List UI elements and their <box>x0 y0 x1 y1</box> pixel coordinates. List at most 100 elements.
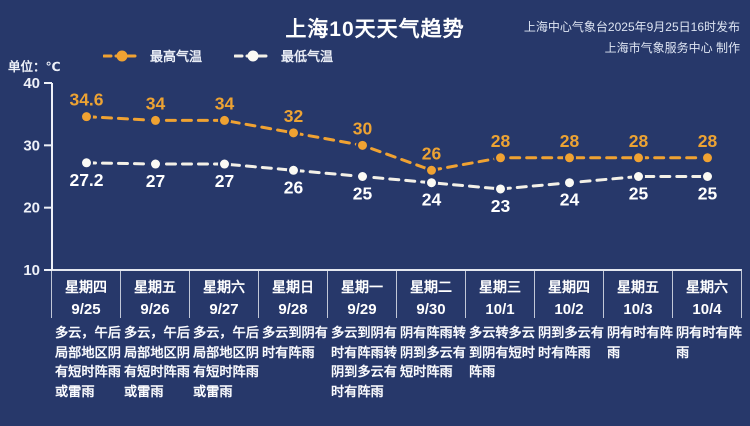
forecast-text: 阴到多云有时有阵雨 <box>538 325 604 360</box>
day-header-row: 星期四 9/25 星期五 9/26 星期六 9/27 星期日 9/28 星期一 9/29 星期二 9/… <box>51 269 742 318</box>
forecast-cell: 多云到阴有时有阵雨 <box>259 323 328 402</box>
weekday-label: 星期一 <box>341 279 383 295</box>
day-cell: 星期五 10/3 <box>604 271 673 318</box>
forecast-text: 阴有阵雨转阴到多云有短时阵雨 <box>400 325 466 380</box>
forecast-cell: 多云，午后局部地区阴有短时阵雨或雷雨 <box>121 323 190 402</box>
forecast-text: 多云，午后局部地区阴有短时阵雨或雷雨 <box>193 325 259 400</box>
low-temp-value: 25 <box>353 184 373 204</box>
date-label: 10/2 <box>554 301 584 318</box>
weekday-label: 星期六 <box>686 279 728 295</box>
day-cell: 星期一 9/29 <box>328 271 397 318</box>
low-temp-value: 27.2 <box>69 170 103 190</box>
date-label: 10/4 <box>692 301 722 318</box>
high-temp-value: 34.6 <box>69 90 103 110</box>
y-tick-label: 30 <box>23 137 40 154</box>
day-cell: 星期六 10/4 <box>673 271 741 318</box>
date-label: 9/26 <box>140 301 170 318</box>
page-title: 上海10天天气趋势 <box>285 18 465 41</box>
date-label: 10/1 <box>485 301 515 318</box>
source-info: 上海中心气象台2025年9月25日16时发布 上海市气象服务中心 制作 <box>524 17 740 59</box>
low-temp-value: 26 <box>284 177 304 197</box>
date-label: 9/29 <box>347 301 377 318</box>
low-temp-point <box>356 170 369 183</box>
day-cell: 星期六 9/27 <box>190 271 259 318</box>
day-cell: 星期四 10/2 <box>535 271 604 318</box>
high-temp-point <box>494 151 507 165</box>
high-temp-value: 34 <box>215 93 235 113</box>
day-cell: 星期四 9/25 <box>52 271 121 318</box>
forecast-cell: 多云转多云到阴有短时阵雨 <box>466 323 535 402</box>
low-temp-value: 25 <box>698 184 718 204</box>
high-temp-point <box>356 138 369 152</box>
high-temp-value: 28 <box>629 131 649 151</box>
low-temp-value: 24 <box>560 190 580 210</box>
weekday-label: 星期四 <box>65 279 107 295</box>
high-temp-value: 30 <box>353 118 373 138</box>
legend-high-label: 最高气温 <box>150 49 203 64</box>
date-label: 9/25 <box>71 301 101 318</box>
high-temp-point <box>218 113 231 127</box>
high-temp-point <box>149 113 162 127</box>
low-temp-point <box>632 170 645 183</box>
day-cell: 星期二 9/30 <box>397 271 466 318</box>
date-label: 9/28 <box>278 301 308 318</box>
high-temp-point <box>80 110 93 124</box>
forecast-text: 阴有时有阵雨 <box>607 325 673 360</box>
high-temp-point <box>563 151 576 165</box>
low-temp-value: 24 <box>422 190 442 210</box>
weekday-label: 星期三 <box>479 279 521 295</box>
weekday-label: 星期四 <box>548 279 590 295</box>
date-label: 9/30 <box>416 301 446 318</box>
forecast-cell: 阴有时有阵雨 <box>673 323 742 402</box>
day-cell: 星期五 9/26 <box>121 271 190 318</box>
low-temp-point <box>425 176 438 190</box>
forecast-row: 多云，午后局部地区阴有短时阵雨或雷雨 多云，午后局部地区阴有短时阵雨或雷雨 多云，午… <box>52 323 742 402</box>
high-temp-point <box>701 151 714 165</box>
high-temp-value: 34 <box>146 93 166 113</box>
high-temp-line <box>85 115 709 172</box>
low-temp-value: 23 <box>491 196 511 216</box>
y-tick-label: 20 <box>23 200 40 217</box>
low-temp-point <box>218 157 231 171</box>
legend: 最高气温 最低气温 <box>103 46 333 65</box>
low-temp-point <box>149 157 162 171</box>
low-temp-point <box>80 156 93 170</box>
low-temp-point <box>287 163 300 177</box>
legend-item-high: 最高气温 <box>103 46 202 65</box>
forecast-text: 多云到阴有时有阵雨转阴到多云有时有阵雨 <box>331 325 397 400</box>
source-line-1: 上海中心气象台2025年9月25日16时发布 <box>523 20 740 34</box>
high-temp-legend-marker-icon <box>103 50 141 61</box>
forecast-text: 多云，午后局部地区阴有短时阵雨或雷雨 <box>124 325 190 400</box>
high-temp-value: 28 <box>491 131 511 151</box>
weekday-label: 星期日 <box>272 279 314 295</box>
high-temp-point <box>287 126 300 140</box>
forecast-cell: 多云，午后局部地区阴有短时阵雨或雷雨 <box>190 323 259 402</box>
low-temp-value: 27 <box>146 171 165 191</box>
legend-low-label: 最低气温 <box>281 49 334 64</box>
low-temp-line <box>85 161 709 191</box>
y-tick-label: 10 <box>23 262 40 279</box>
forecast-cell: 多云到阴有时有阵雨转阴到多云有时有阵雨 <box>328 323 397 402</box>
forecast-cell: 阴有阵雨转阴到多云有短时阵雨 <box>397 323 466 402</box>
legend-item-low: 最低气温 <box>234 46 333 65</box>
weekday-label: 星期二 <box>410 279 452 295</box>
high-temp-value: 28 <box>560 131 580 151</box>
weekday-label: 星期六 <box>203 279 245 295</box>
forecast-text: 多云转多云到阴有短时阵雨 <box>469 325 535 380</box>
unit-label: 单位：℃ <box>8 60 61 74</box>
weekday-label: 星期五 <box>134 279 176 295</box>
forecast-cell: 阴到多云有时有阵雨 <box>535 323 604 402</box>
date-label: 10/3 <box>623 301 653 318</box>
high-temp-value: 28 <box>698 131 718 151</box>
low-temp-value: 25 <box>629 184 649 204</box>
high-temp-value: 32 <box>284 106 304 126</box>
source-line-2: 上海市气象服务中心 制作 <box>604 41 740 55</box>
date-label: 9/27 <box>209 301 239 318</box>
low-temp-value: 27 <box>215 171 234 191</box>
weekday-label: 星期五 <box>617 279 659 295</box>
forecast-cell: 多云，午后局部地区阴有短时阵雨或雷雨 <box>52 323 121 402</box>
forecast-text: 多云，午后局部地区阴有短时阵雨或雷雨 <box>55 325 121 400</box>
low-temp-legend-marker-icon <box>234 50 273 61</box>
